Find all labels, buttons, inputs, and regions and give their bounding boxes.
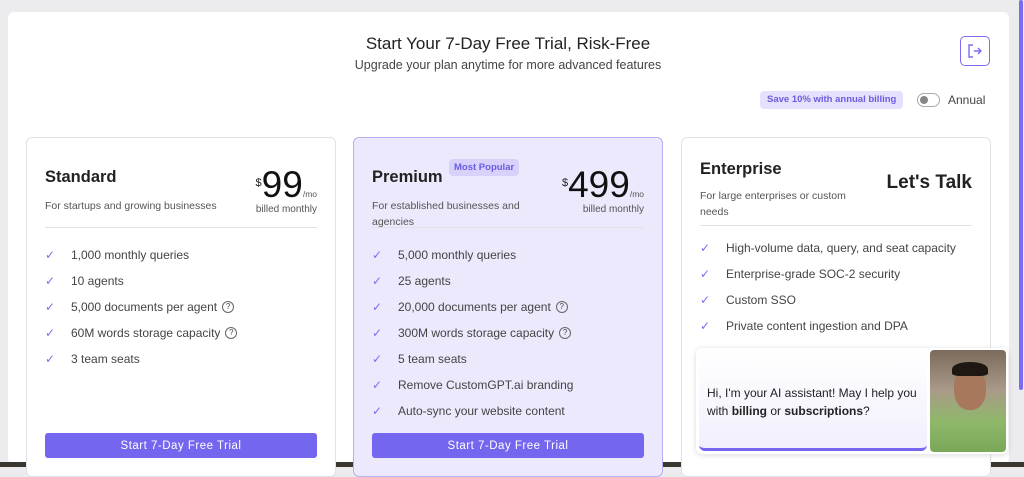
check-icon: ✓ xyxy=(700,293,711,307)
annual-label: Annual xyxy=(948,93,986,107)
feature-item: ✓ 5 team seats xyxy=(372,352,467,366)
check-icon: ✓ xyxy=(372,274,383,288)
page-subtitle: Upgrade your plan anytime for more advan… xyxy=(354,58,662,72)
help-icon[interactable]: ? xyxy=(222,301,235,313)
assistant-avatar[interactable] xyxy=(930,350,1006,452)
feature-item: ✓ 300M words storage capacity? xyxy=(372,320,573,346)
feature-item: ✓ High-volume data, query, and seat capac… xyxy=(700,241,956,255)
annual-toggle[interactable] xyxy=(917,93,940,107)
ai-assistant-popup[interactable]: Hi, I'm your AI assistant! May I help yo… xyxy=(696,348,1008,454)
feature-list: ✓ High-volume data, query, and seat capac… xyxy=(700,235,956,339)
logout-button[interactable] xyxy=(960,36,990,66)
check-icon: ✓ xyxy=(45,300,56,314)
plan-name: Standard xyxy=(45,168,117,186)
check-icon: ✓ xyxy=(372,248,383,262)
divider xyxy=(700,225,972,226)
feature-item: ✓ 25 agents xyxy=(372,274,451,288)
feature-item: ✓ Private content ingestion and DPA xyxy=(700,319,908,333)
plan-name: Enterprise xyxy=(700,160,782,178)
check-icon: ✓ xyxy=(45,326,56,340)
feature-item: ✓ 10 agents xyxy=(45,274,124,288)
help-icon[interactable]: ? xyxy=(559,327,572,339)
feature-item: ✓ 5,000 monthly queries xyxy=(372,248,517,262)
feature-list: ✓ 5,000 monthly queries ✓ 25 agents ✓ 20,00… xyxy=(372,242,573,424)
plan-description: For startups and growing businesses xyxy=(45,200,217,212)
page-title: Start Your 7-Day Free Trial, Risk-Free xyxy=(365,34,651,53)
most-popular-badge: Most Popular xyxy=(449,159,520,176)
scrollbar[interactable] xyxy=(1019,0,1023,390)
check-icon: ✓ xyxy=(372,378,383,392)
check-icon: ✓ xyxy=(45,248,56,262)
check-icon: ✓ xyxy=(700,241,711,255)
check-icon: ✓ xyxy=(45,352,56,366)
feature-item: ✓ Enterprise-grade SOC-2 security xyxy=(700,267,901,281)
check-icon: ✓ xyxy=(45,274,56,288)
assistant-message: Hi, I'm your AI assistant! May I help yo… xyxy=(699,351,927,451)
check-icon: ✓ xyxy=(372,352,383,366)
feature-item: ✓ 20,000 documents per agent? xyxy=(372,294,573,320)
start-trial-button[interactable]: Start 7-Day Free Trial xyxy=(372,433,644,458)
divider xyxy=(372,227,644,228)
plan-description: For established businesses and agencies xyxy=(372,200,520,228)
exit-icon xyxy=(968,44,982,58)
feature-item: ✓ 5,000 documents per agent? xyxy=(45,294,237,320)
plan-card-premium: Premium Most Popular For established bus… xyxy=(353,137,663,477)
plan-card-standard: Standard For startups and growing busine… xyxy=(26,137,336,477)
check-icon: ✓ xyxy=(372,326,383,340)
help-icon[interactable]: ? xyxy=(225,327,238,339)
check-icon: ✓ xyxy=(700,319,711,333)
check-icon: ✓ xyxy=(372,300,383,314)
feature-item: ✓ Remove CustomGPT.ai branding xyxy=(372,378,574,392)
plan-price: $99/mo billed monthly xyxy=(255,164,317,215)
plan-description: For large enterprises or custom needs xyxy=(700,190,846,218)
plan-price: Let's Talk xyxy=(886,172,972,193)
plan-name: Premium xyxy=(372,168,443,186)
feature-item: ✓ Custom SSO xyxy=(700,293,797,307)
help-icon[interactable]: ? xyxy=(555,301,568,313)
start-trial-button[interactable]: Start 7-Day Free Trial xyxy=(45,433,317,458)
feature-item: ✓ 3 team seats xyxy=(45,352,140,366)
save-badge: Save 10% with annual billing xyxy=(760,91,904,109)
check-icon: ✓ xyxy=(372,404,383,418)
check-icon: ✓ xyxy=(700,267,711,281)
feature-list: ✓ 1,000 monthly queries ✓ 10 agents ✓ 5,000… xyxy=(45,242,238,372)
plan-price: $499/mo billed monthly xyxy=(561,164,644,215)
divider xyxy=(45,227,317,228)
feature-item: ✓ 1,000 monthly queries xyxy=(45,248,190,262)
feature-item: ✓ 60M words storage capacity? xyxy=(45,320,238,346)
feature-item: ✓ Auto-sync your website content xyxy=(372,404,565,418)
